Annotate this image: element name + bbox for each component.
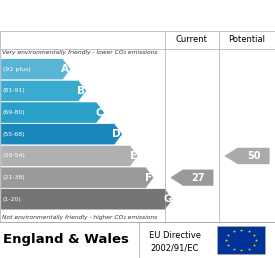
Text: England & Wales: England & Wales xyxy=(3,233,129,246)
Text: G: G xyxy=(163,194,172,204)
Text: (81-91): (81-91) xyxy=(3,88,25,93)
Text: B: B xyxy=(77,86,85,96)
FancyBboxPatch shape xyxy=(217,226,265,254)
Polygon shape xyxy=(224,148,270,164)
Text: Not environmentally friendly - higher CO₂ emissions: Not environmentally friendly - higher CO… xyxy=(2,215,158,220)
Text: EU Directive: EU Directive xyxy=(148,231,201,240)
Text: C: C xyxy=(95,108,103,118)
Text: A: A xyxy=(61,64,69,74)
Text: Environmental Impact (CO₂) Rating: Environmental Impact (CO₂) Rating xyxy=(28,11,247,20)
Text: (55-68): (55-68) xyxy=(3,132,25,137)
Polygon shape xyxy=(1,167,154,188)
Text: F: F xyxy=(145,173,152,183)
Polygon shape xyxy=(1,189,173,210)
Polygon shape xyxy=(1,145,138,166)
Text: Very environmentally friendly - lower CO₂ emissions: Very environmentally friendly - lower CO… xyxy=(2,50,158,55)
Text: 27: 27 xyxy=(192,173,205,183)
Text: (69-80): (69-80) xyxy=(3,110,25,115)
Text: (39-54): (39-54) xyxy=(3,154,26,158)
Text: Potential: Potential xyxy=(228,35,265,44)
Polygon shape xyxy=(170,169,214,186)
Text: D: D xyxy=(112,129,121,139)
Text: (1-20): (1-20) xyxy=(3,197,21,202)
Text: 2002/91/EC: 2002/91/EC xyxy=(150,243,199,252)
Polygon shape xyxy=(1,59,71,80)
Text: Current: Current xyxy=(176,35,208,44)
Polygon shape xyxy=(1,80,87,101)
Polygon shape xyxy=(1,124,122,145)
Text: 50: 50 xyxy=(247,151,260,161)
Text: (21-38): (21-38) xyxy=(3,175,26,180)
Text: (92 plus): (92 plus) xyxy=(3,67,31,72)
Text: E: E xyxy=(130,151,137,161)
Polygon shape xyxy=(1,102,104,123)
